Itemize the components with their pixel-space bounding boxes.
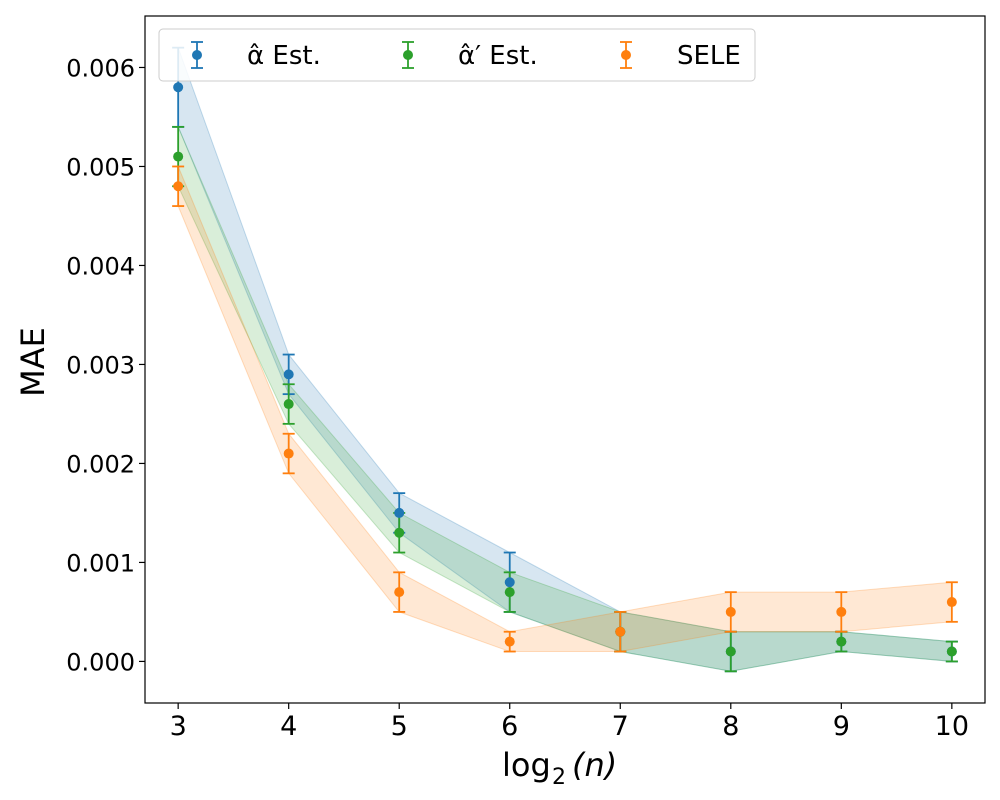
y-tick-label: 0.005 bbox=[66, 153, 135, 181]
legend-marker-sele bbox=[621, 50, 631, 60]
point-sele bbox=[946, 597, 957, 608]
point-alpha-prime bbox=[836, 636, 847, 647]
legend-marker-alpha-hat bbox=[192, 50, 202, 60]
plot-frame bbox=[144, 15, 986, 704]
point-sele bbox=[283, 448, 294, 459]
point-alpha-prime bbox=[725, 646, 736, 657]
legend-label-sele: SELE bbox=[677, 41, 741, 71]
point-alpha-hat bbox=[504, 577, 515, 588]
point-alpha-prime bbox=[946, 646, 957, 657]
point-sele bbox=[394, 587, 405, 598]
x-tick-label: 6 bbox=[501, 711, 518, 742]
y-tick-label: 0.001 bbox=[66, 549, 135, 577]
x-axis: 3 4 5 6 7 8 9 10 bbox=[170, 703, 969, 742]
point-sele bbox=[173, 181, 184, 192]
point-alpha-prime bbox=[504, 587, 515, 598]
legend-label-alpha-hat: α̂ Est. bbox=[247, 41, 321, 71]
data-points bbox=[173, 82, 957, 657]
x-tick-label: 10 bbox=[935, 711, 969, 742]
point-alpha-hat bbox=[173, 82, 184, 93]
point-alpha-hat bbox=[283, 369, 294, 380]
x-tick-label: 5 bbox=[391, 711, 408, 742]
y-axis-title: MAE bbox=[14, 327, 52, 397]
y-tick-label: 0.006 bbox=[66, 54, 135, 82]
legend-marker-alpha-prime bbox=[403, 50, 413, 60]
y-tick-label: 0.004 bbox=[66, 252, 135, 280]
legend-box bbox=[158, 28, 756, 82]
point-sele bbox=[615, 626, 626, 637]
point-alpha-prime bbox=[173, 151, 184, 162]
x-axis-title: log 2 (n) bbox=[502, 746, 617, 790]
point-sele bbox=[836, 606, 847, 617]
x-axis-title-log: log bbox=[502, 746, 551, 784]
point-alpha-prime bbox=[394, 527, 405, 538]
x-tick-label: 7 bbox=[612, 711, 629, 742]
legend-label-alpha-prime: α̂′ Est. bbox=[458, 41, 538, 71]
x-axis-title-subscript: 2 bbox=[552, 765, 566, 790]
point-alpha-hat bbox=[394, 507, 405, 518]
legend: α̂ Est. α̂′ Est. SELE bbox=[158, 28, 756, 82]
y-tick-label: 0.003 bbox=[66, 351, 135, 379]
x-tick-label: 9 bbox=[833, 711, 850, 742]
y-tick-label: 0.000 bbox=[66, 648, 135, 676]
point-sele bbox=[504, 636, 515, 647]
x-tick-label: 3 bbox=[170, 711, 187, 742]
point-sele bbox=[725, 606, 736, 617]
x-tick-label: 4 bbox=[280, 711, 297, 742]
y-axis: 0.000 0.001 0.002 0.003 0.004 0.005 0.006 bbox=[66, 54, 145, 676]
point-alpha-prime bbox=[283, 399, 294, 410]
y-tick-label: 0.002 bbox=[66, 450, 135, 478]
x-axis-title-n: (n) bbox=[572, 746, 617, 784]
x-tick-label: 8 bbox=[722, 711, 739, 742]
